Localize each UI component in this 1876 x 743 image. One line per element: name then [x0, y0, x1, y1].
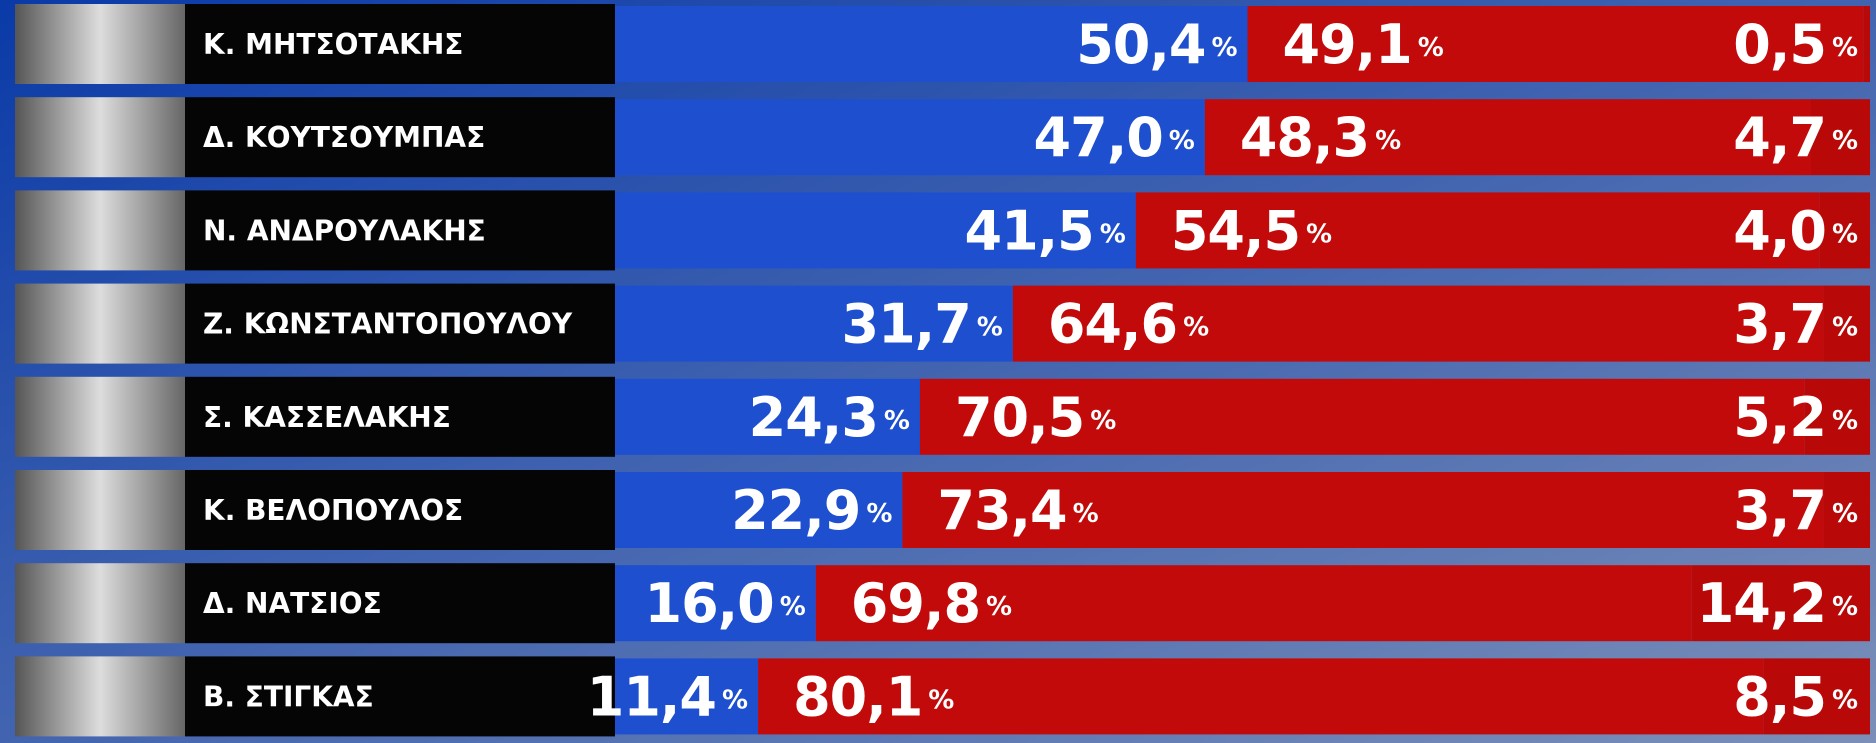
photo [15, 563, 185, 643]
photo [15, 190, 185, 270]
value-number: 73,4 [937, 479, 1066, 542]
value-number: 69,8 [851, 572, 980, 635]
value-number: 16,0 [645, 572, 774, 635]
photo [15, 4, 185, 84]
percent-sign: % [1832, 685, 1858, 715]
candidate-name: Κ. ΜΗΤΣΟΤΑΚΗΣ [203, 28, 463, 61]
value-number: 49,1 [1283, 13, 1412, 76]
value-number: 47,0 [1034, 106, 1163, 169]
photo [15, 97, 185, 177]
percent-sign: % [1073, 499, 1099, 529]
candidate-name: Σ. ΚΑΣΣΕΛΑΚΗΣ [203, 401, 451, 434]
chart: Κ. ΜΗΤΣΟΤΑΚΗΣ Δ. ΚΟΥΤΣΟΥΜΠΑΣ Ν. ΑΝΔΡΟΥΛΑΚΗ… [0, 0, 1876, 743]
percent-sign: % [1418, 33, 1444, 63]
value-number: 24,3 [749, 385, 878, 448]
value-number: 8,5 [1733, 665, 1826, 728]
photo [15, 470, 185, 550]
photo [15, 656, 185, 736]
percent-sign: % [1090, 405, 1116, 435]
value-number: 48,3 [1240, 106, 1369, 169]
value-number: 14,2 [1697, 572, 1826, 635]
percent-sign: % [1832, 33, 1858, 63]
value-number: 50,4 [1076, 13, 1205, 76]
percent-sign: % [1100, 219, 1126, 249]
value-number: 0,5 [1733, 13, 1826, 76]
value-number: 64,6 [1048, 292, 1177, 355]
photo [15, 284, 185, 364]
value-number: 80,1 [793, 665, 922, 728]
percent-sign: % [1832, 592, 1858, 622]
percent-sign: % [866, 499, 892, 529]
value-number: 41,5 [965, 199, 1094, 262]
percent-sign: % [1832, 219, 1858, 249]
percent-sign: % [1832, 312, 1858, 342]
value-number: 31,7 [842, 292, 971, 355]
page: Κ. ΜΗΤΣΟΤΑΚΗΣ Δ. ΚΟΥΤΣΟΥΜΠΑΣ Ν. ΑΝΔΡΟΥΛΑΚΗ… [0, 0, 1876, 743]
candidate-name: Ν. ΑΝΔΡΟΥΛΑΚΗΣ [203, 214, 486, 247]
candidate-name: Δ. ΝΑΤΣΙΟΣ [203, 587, 382, 620]
percent-sign: % [780, 592, 806, 622]
candidate-name: Ζ. ΚΩΝΣΤΑΝΤΟΠΟΥΛΟΥ [203, 308, 573, 341]
value-number: 3,7 [1733, 479, 1826, 542]
value-number: 54,5 [1171, 199, 1300, 262]
candidate-name: Δ. ΚΟΥΤΣΟΥΜΠΑΣ [203, 121, 485, 154]
bar-segment [1864, 6, 1870, 82]
percent-sign: % [1211, 33, 1237, 63]
percent-sign: % [1306, 219, 1332, 249]
percent-sign: % [1169, 126, 1195, 156]
value-number: 4,0 [1733, 199, 1826, 262]
percent-sign: % [928, 685, 954, 715]
value-number: 70,5 [955, 385, 1084, 448]
value-number: 4,7 [1733, 106, 1826, 169]
percent-sign: % [1183, 312, 1209, 342]
value-number: 3,7 [1733, 292, 1826, 355]
percent-sign: % [1832, 499, 1858, 529]
candidate-name: Κ. ΒΕΛΟΠΟΥΛΟΣ [203, 494, 463, 527]
value-number: 22,9 [731, 479, 860, 542]
percent-sign: % [722, 685, 748, 715]
value-number: 5,2 [1733, 385, 1826, 448]
candidate-name: Β. ΣΤΙΓΚΑΣ [203, 680, 374, 713]
percent-sign: % [977, 312, 1003, 342]
value-number: 11,4 [587, 665, 716, 728]
percent-sign: % [1832, 126, 1858, 156]
percent-sign: % [1832, 405, 1858, 435]
percent-sign: % [884, 405, 910, 435]
photo [15, 377, 185, 457]
percent-sign: % [986, 592, 1012, 622]
percent-sign: % [1375, 126, 1401, 156]
